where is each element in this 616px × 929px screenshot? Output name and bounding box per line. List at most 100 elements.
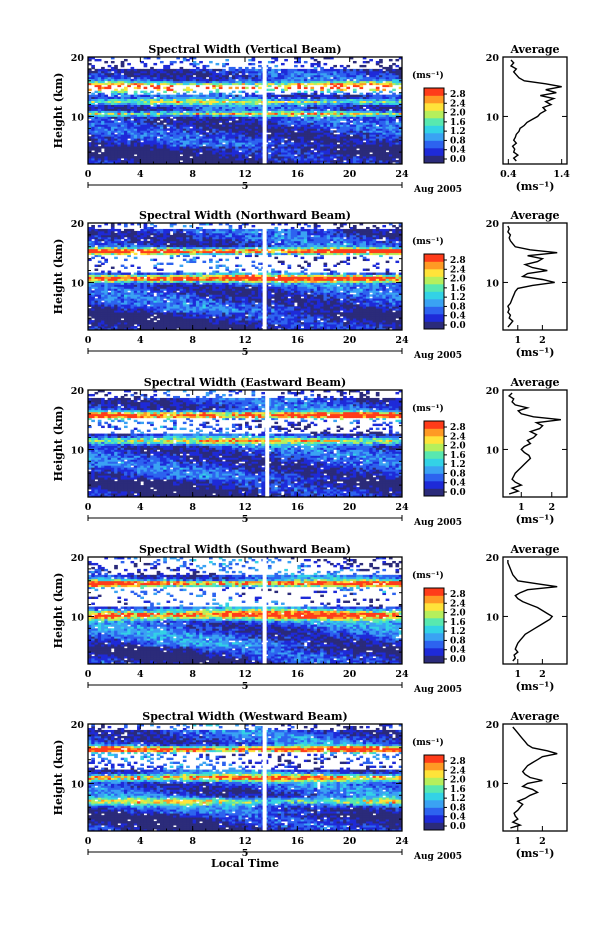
heatmap-cell bbox=[114, 65, 118, 67]
heatmap-cell bbox=[147, 69, 151, 71]
heatmap-cell bbox=[108, 65, 112, 67]
heatmap-cell bbox=[108, 97, 112, 99]
heatmap-cell bbox=[127, 63, 131, 65]
heatmap-cell bbox=[193, 69, 197, 71]
heatmap-cell bbox=[124, 69, 128, 71]
heatmap-cell bbox=[235, 87, 239, 89]
heatmap-cell bbox=[222, 63, 226, 65]
heatmap-cell bbox=[163, 65, 167, 67]
panel-1: Spectral Width (Vertical Beam)1020Height… bbox=[52, 43, 570, 195]
heatmap-cell bbox=[98, 69, 102, 71]
heatmap-cell bbox=[121, 160, 125, 162]
heatmap-cell bbox=[219, 93, 223, 95]
heatmap-cell bbox=[160, 69, 164, 71]
heatmap-cell bbox=[232, 95, 236, 97]
heatmap-cell bbox=[95, 105, 99, 107]
heatmap bbox=[88, 57, 402, 164]
heatmap-cell bbox=[144, 63, 148, 65]
heatmap-cell bbox=[202, 146, 206, 148]
heatmap-cell bbox=[209, 61, 213, 63]
heatmap-cell bbox=[193, 91, 197, 93]
heatmap-cell bbox=[209, 69, 213, 71]
heatmap-cell bbox=[229, 67, 233, 69]
heatmap-cell bbox=[127, 95, 131, 97]
heatmap-cell bbox=[180, 67, 184, 69]
heatmap-cell bbox=[216, 73, 220, 75]
panel-title: Spectral Width (Vertical Beam) bbox=[148, 43, 341, 56]
heatmap-cell bbox=[193, 95, 197, 97]
heatmap-cell bbox=[170, 118, 174, 120]
heatmap-cell bbox=[235, 69, 239, 71]
heatmap-cell bbox=[163, 95, 167, 97]
heatmap-cell bbox=[153, 69, 157, 71]
heatmap-cell bbox=[199, 69, 203, 71]
heatmap-cell bbox=[189, 95, 193, 97]
heatmap-cell bbox=[167, 128, 171, 130]
heatmap-cell bbox=[111, 61, 115, 63]
heatmap-cell bbox=[160, 120, 164, 122]
heatmap-cell bbox=[137, 69, 141, 71]
heatmap-cell bbox=[157, 122, 161, 124]
heatmap-cell bbox=[196, 63, 200, 65]
heatmap-cell bbox=[202, 95, 206, 97]
heatmap-cell bbox=[219, 124, 223, 126]
heatmap-cell bbox=[202, 65, 206, 67]
heatmap-cell bbox=[140, 91, 144, 93]
heatmap-cell bbox=[173, 91, 177, 93]
heatmap-cell bbox=[147, 93, 151, 95]
heatmap-cell bbox=[91, 71, 95, 73]
heatmap-cell bbox=[206, 101, 210, 103]
heatmap-cell bbox=[176, 69, 180, 71]
heatmap-cell bbox=[222, 69, 226, 71]
heatmap-cell bbox=[229, 99, 233, 101]
heatmap-cell bbox=[137, 95, 141, 97]
heatmap-cell bbox=[150, 107, 154, 109]
heatmap-cell bbox=[114, 134, 118, 136]
heatmap-cell bbox=[134, 87, 138, 89]
heatmap-cell bbox=[117, 122, 121, 124]
heatmap-cell bbox=[186, 87, 190, 89]
heatmap-cell bbox=[101, 93, 105, 95]
heatmap-cell bbox=[104, 95, 108, 97]
heatmap-cell bbox=[209, 91, 213, 93]
heatmap-cell bbox=[150, 67, 154, 69]
heatmap-cell bbox=[212, 69, 216, 71]
heatmap-cell bbox=[104, 87, 108, 89]
heatmap-cell bbox=[206, 87, 210, 89]
heatmap-cell bbox=[150, 95, 154, 97]
heatmap-cell bbox=[189, 89, 193, 91]
heatmap-cell bbox=[167, 95, 171, 97]
heatmap-cell bbox=[144, 91, 148, 93]
heatmap-cell bbox=[232, 91, 236, 93]
heatmap-cell bbox=[229, 77, 233, 79]
heatmap-cell bbox=[225, 103, 229, 105]
heatmap-cell bbox=[98, 59, 102, 61]
heatmap-cell bbox=[225, 59, 229, 61]
heatmap-cell bbox=[95, 91, 99, 93]
heatmap-cell bbox=[140, 69, 144, 71]
heatmap-cell bbox=[196, 67, 200, 69]
heatmap-cell bbox=[131, 79, 135, 81]
heatmap-cell bbox=[183, 89, 187, 91]
heatmap-cell bbox=[176, 93, 180, 95]
heatmap-cell bbox=[225, 71, 229, 73]
heatmap-cell bbox=[127, 69, 131, 71]
heatmap-cell bbox=[225, 63, 229, 65]
heatmap-cell bbox=[206, 69, 210, 71]
heatmap-cell bbox=[121, 89, 125, 91]
heatmap-cell bbox=[153, 99, 157, 101]
heatmap-cell bbox=[124, 59, 128, 61]
heatmap-cell bbox=[111, 67, 115, 69]
heatmap-cell bbox=[111, 91, 115, 93]
heatmap-cell bbox=[180, 95, 184, 97]
figure: Spectral Width (Vertical Beam)1020Height… bbox=[0, 0, 616, 929]
heatmap-cell bbox=[140, 142, 144, 144]
heatmap-cell bbox=[98, 154, 102, 156]
heatmap-cell bbox=[91, 65, 95, 67]
heatmap-cell bbox=[167, 87, 171, 89]
heatmap-cell bbox=[193, 77, 197, 79]
heatmap-cell bbox=[216, 89, 220, 91]
heatmap-cell bbox=[121, 61, 125, 63]
heatmap-cell bbox=[101, 87, 105, 89]
heatmap-cell bbox=[101, 114, 105, 116]
